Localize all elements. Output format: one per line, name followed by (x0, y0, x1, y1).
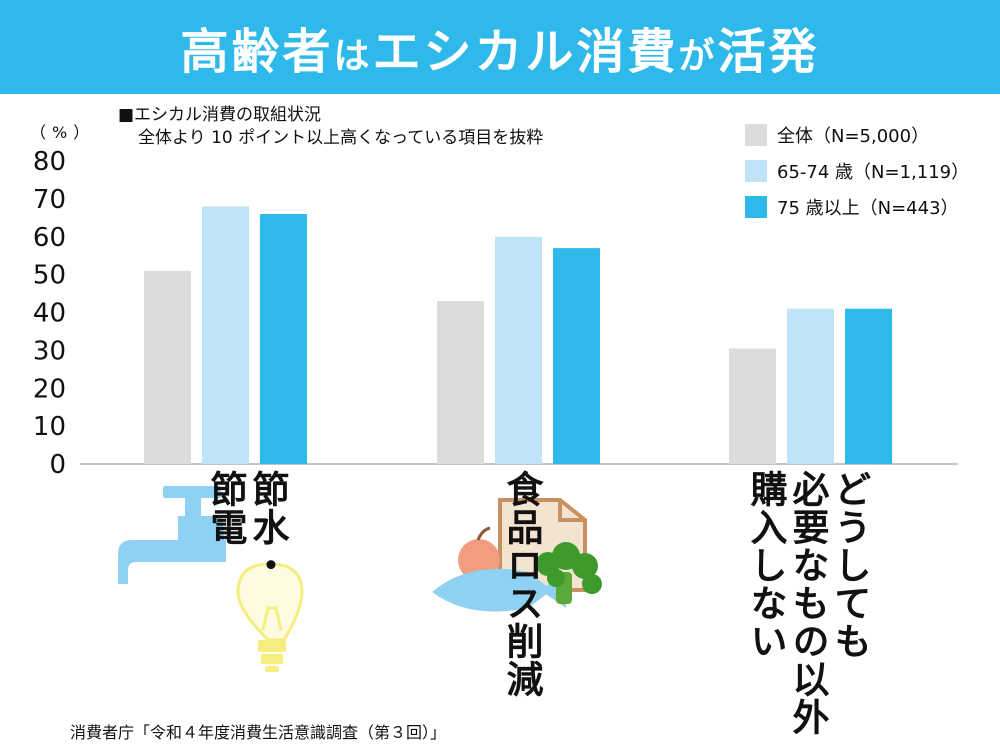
legend-label: 75 歳以上（N=443） (777, 198, 959, 219)
title-part: は (333, 36, 373, 77)
faucet-icon (118, 486, 226, 584)
title-part: 活発 (717, 24, 820, 80)
legend-swatch (745, 124, 767, 146)
y-tick-label: 70 (33, 185, 66, 215)
category-label-line: どうしても (828, 470, 871, 660)
y-tick-label: 0 (49, 450, 66, 480)
legend-swatch (745, 196, 767, 218)
y-tick-label: 10 (33, 412, 66, 442)
y-tick-label: 60 (33, 223, 66, 253)
category-label-line: 必要なもの以外 (786, 470, 829, 736)
category-label-line: 食品ロス削減 (500, 470, 543, 698)
category-label: 食品ロス削減 (500, 470, 543, 698)
bar (553, 248, 600, 464)
legend-item: 65-74 歳（N=1,119） (745, 153, 969, 189)
bar (845, 308, 892, 464)
chart-note-line2: 全体より 10 ポイント以上高くなっている項目を抜粋 (138, 128, 544, 148)
light-bulb-icon (236, 562, 304, 672)
y-tick-label: 30 (33, 336, 66, 366)
legend: 全体（N=5,000） 65-74 歳（N=1,119） 75 歳以上（N=44… (745, 117, 969, 225)
y-tick-label: 20 (33, 374, 66, 404)
illustrations (118, 486, 602, 672)
title-part: 高齢者 (180, 24, 334, 80)
bar (202, 206, 249, 464)
bar (260, 214, 307, 464)
category-label-line: 節電 (204, 470, 247, 546)
bar (144, 270, 191, 464)
category-label-line: 購入しない (744, 470, 787, 660)
chart-note-line1: ■エシカル消費の取組状況 (118, 105, 322, 125)
legend-item: 75 歳以上（N=443） (745, 189, 969, 225)
category-label: 節水・ 節電 (204, 470, 289, 584)
category-label-line: 節水・ (246, 470, 289, 584)
y-tick-label: 80 (33, 147, 66, 177)
y-tick-label: 40 (33, 299, 66, 329)
title-part: が (678, 36, 718, 77)
y-axis-unit: （%） (30, 123, 96, 142)
category-label: どうしても 必要なもの以外 購入しない (744, 470, 871, 736)
bar (787, 308, 834, 464)
page-title: 高齢者はエシカル消費が活発 (180, 12, 819, 82)
source-note: 消費者庁「令和４年度消費生活意識調査（第３回）」 (70, 723, 447, 742)
bar (729, 348, 776, 464)
bars (144, 206, 892, 464)
legend-swatch (745, 160, 767, 182)
legend-item: 全体（N=5,000） (745, 117, 969, 153)
legend-label: 65-74 歳（N=1,119） (777, 162, 970, 183)
broccoli-icon (536, 542, 602, 604)
legend-label: 全体（N=5,000） (777, 126, 930, 147)
title-band: 高齢者はエシカル消費が活発 (0, 0, 1000, 94)
title-part: エシカル消費 (372, 24, 679, 80)
y-tick-label: 50 (33, 261, 66, 291)
bar (495, 236, 542, 464)
bar (437, 301, 484, 464)
